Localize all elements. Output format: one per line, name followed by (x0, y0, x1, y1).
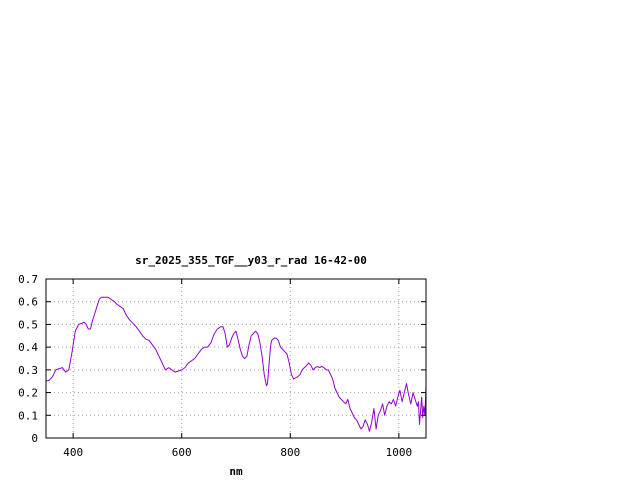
series-layer (45, 296, 427, 432)
y-tick-label: 0.7 (18, 273, 38, 286)
grid (46, 279, 426, 438)
y-tick-label: 0.4 (18, 341, 38, 354)
y-tick-label: 0 (31, 432, 38, 445)
x-tick-label: 400 (63, 446, 83, 459)
x-tick-label: 800 (280, 446, 300, 459)
y-tick-label: 0.1 (18, 409, 38, 422)
axis-ticks: 0 0.1 0.2 0.3 0.4 0.5 0.6 0.7 400 600 800 1000 (18, 273, 426, 459)
x-tick-label: 1000 (386, 446, 413, 459)
y-tick-label: 0.2 (18, 387, 38, 400)
x-tick-label: 600 (172, 446, 192, 459)
y-tick-label: 0.3 (18, 364, 38, 377)
y-tick-label: 0.5 (18, 318, 38, 331)
chart-title: sr_2025_355_TGF__y03_r_rad 16-42-00 (135, 254, 367, 267)
x-axis-label: nm (229, 465, 243, 478)
y-tick-label: 0.6 (18, 296, 38, 309)
series-line (45, 296, 427, 432)
plot-frame (45, 278, 427, 439)
